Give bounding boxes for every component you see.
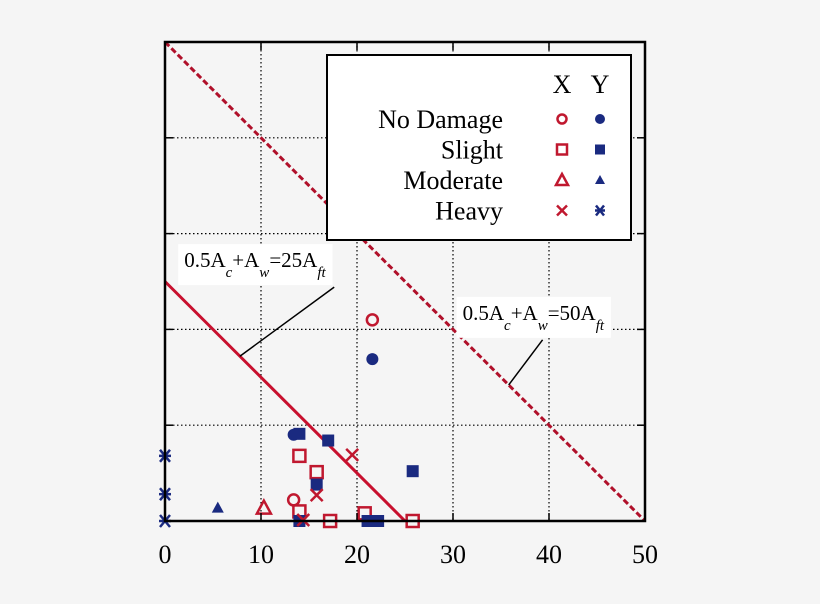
filled-circle-icon [366,353,379,366]
filled-circle-marker [595,114,605,124]
legend-header-x: X [553,70,572,99]
filled-square-marker [310,478,323,491]
x-tick-label: 40 [536,540,562,569]
open-square-icon [292,448,307,464]
filled-square-icon [406,465,419,478]
filled-circle-marker [366,353,379,366]
equation-part: 0.5A [184,248,226,272]
label-background [456,296,611,338]
asterisk-marker [595,204,605,217]
filled-square-icon [293,427,306,440]
open-triangle-marker [553,171,571,187]
x-cross-icon [556,204,568,217]
equation-part: +A [511,301,539,325]
filled-square-icon [595,144,605,155]
equation-part: =25A [269,248,318,272]
open-triangle-marker [254,497,273,515]
filled-square-marker [293,427,306,440]
asterisk-icon [595,204,605,217]
filled-square-icon [322,434,335,447]
open-square-icon [309,464,324,480]
open-square-marker [555,143,569,156]
open-triangle-icon [553,171,571,187]
subscript: c [504,318,511,334]
leader-line [239,286,335,357]
filled-triangle-icon [211,501,224,513]
x-tick-label: 10 [248,540,274,569]
line-equation-label: 0.5Ac+Aw=50Aft [456,296,611,386]
filled-triangle-marker [211,501,224,513]
legend-box [326,54,632,241]
legend-label: Slight [441,136,504,165]
filled-square-icon [310,478,323,491]
reference-lines [163,40,647,523]
reference-line [163,40,647,523]
open-triangle-icon [254,497,273,515]
legend-label: Heavy [435,197,503,226]
filled-square-marker [595,144,605,155]
open-circle-marker [365,313,380,327]
x-cross-marker [345,448,360,462]
filled-circle-icon [595,114,605,124]
equation-text: 0.5Ac+Aw=50Aft [463,301,605,334]
open-circle-icon [286,493,301,507]
legend-header-y: Y [591,70,610,99]
reference-line [163,280,407,523]
equation-part: =50A [548,301,597,325]
legend-label: Moderate [403,166,503,195]
filled-square-marker [322,434,335,447]
subscript: w [259,265,269,281]
label-background [178,244,333,286]
line-equation-label: 0.5Ac+Aw=25Aft [178,244,335,357]
subscript: c [226,265,233,281]
x-tick-label: 50 [632,540,658,569]
filled-triangle-icon [595,175,605,184]
x-cross-marker [309,488,324,503]
x-tick-label: 0 [159,540,172,569]
open-circle-icon [365,313,380,327]
x-tick-label: 30 [440,540,466,569]
leader-line [508,339,544,386]
open-circle-marker [556,113,568,125]
open-square-marker [309,464,324,480]
x-cross-icon [345,448,360,462]
open-square-marker [292,448,307,464]
x-tick-label: 20 [344,540,370,569]
equation-part: 0.5A [463,301,505,325]
subscript: ft [317,265,326,281]
subscript: w [538,318,548,334]
equation-part: +A [232,248,260,272]
plot-frame [163,40,647,523]
filled-triangle-marker [595,175,605,184]
legend-label: No Damage [378,105,503,134]
subscript: ft [596,318,605,334]
equation-text: 0.5Ac+Aw=25Aft [184,248,326,281]
open-square-icon [555,143,569,156]
open-circle-marker [286,493,301,507]
filled-square-marker [406,465,419,478]
axis-ticks: 0 10 20 30 40 50 [159,41,658,569]
x-cross-icon [309,488,324,503]
x-cross-marker [556,204,568,217]
open-circle-icon [556,113,568,125]
